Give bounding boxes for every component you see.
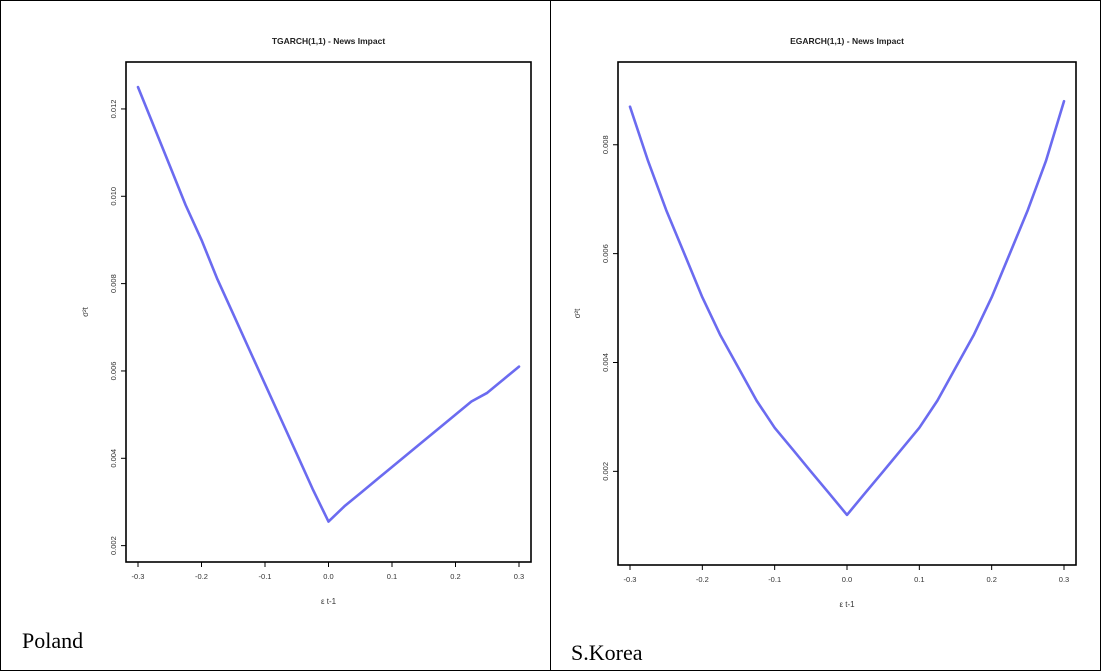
- panel-south-korea: EGARCH(1,1) - News Impact -0.3 -0.2 -0.1 0.0…: [551, 0, 1100, 671]
- x-tick-label: -0.2: [195, 572, 208, 581]
- news-impact-curve: [628, 99, 1066, 517]
- y-tick-label: 0.008: [109, 274, 118, 293]
- x-tick-label: 0.2: [986, 575, 996, 584]
- y-axis-label: σ²t: [573, 308, 582, 319]
- x-tick-label: -0.1: [768, 575, 781, 584]
- y-tick-label: 0.002: [109, 536, 118, 555]
- x-tick-label: -0.2: [696, 575, 709, 584]
- x-tick-label: -0.3: [624, 575, 637, 584]
- egarch-news-impact-chart: EGARCH(1,1) - News Impact -0.3 -0.2 -0.1 0.0…: [573, 36, 1077, 609]
- column-divider: [550, 0, 551, 671]
- x-axis-label: ε t-1: [839, 600, 855, 609]
- y-tick-label: 0.010: [109, 187, 118, 206]
- y-tick-label: 0.002: [601, 462, 610, 481]
- plot-frame: [125, 61, 532, 563]
- chart-title: EGARCH(1,1) - News Impact: [790, 36, 904, 46]
- x-tick-label: -0.1: [259, 572, 272, 581]
- y-tick-label: 0.012: [109, 100, 118, 119]
- y-tick-label: 0.004: [601, 353, 610, 372]
- x-tick-label: 0.0: [323, 572, 333, 581]
- panel-poland: TGARCH(1,1) - News Impact -0.3 -0.2 -0.1 0.0…: [0, 0, 550, 671]
- tgarch-news-impact-chart: TGARCH(1,1) - News Impact -0.3 -0.2 -0.1 0.0…: [81, 36, 532, 606]
- x-tick-label: 0.1: [387, 572, 397, 581]
- y-tick-label: 0.006: [601, 244, 610, 263]
- x-tick-label: -0.3: [132, 572, 145, 581]
- y-tick-label: 0.008: [601, 135, 610, 154]
- country-label: S.Korea: [571, 640, 643, 665]
- x-tick-label: 0.3: [1059, 575, 1069, 584]
- y-axis-label: σ²t: [81, 306, 90, 317]
- x-tick-label: 0.2: [450, 572, 460, 581]
- y-tick-label: 0.006: [109, 362, 118, 381]
- plot-frame: [617, 61, 1077, 566]
- chart-title: TGARCH(1,1) - News Impact: [272, 36, 386, 46]
- x-tick-label: 0.0: [842, 575, 852, 584]
- x-axis-label: ε t-1: [321, 597, 337, 606]
- news-impact-curve: [136, 85, 521, 523]
- x-tick-label: 0.1: [914, 575, 924, 584]
- x-tick-label: 0.3: [514, 572, 524, 581]
- country-label: Poland: [22, 628, 84, 653]
- y-tick-label: 0.004: [109, 449, 118, 468]
